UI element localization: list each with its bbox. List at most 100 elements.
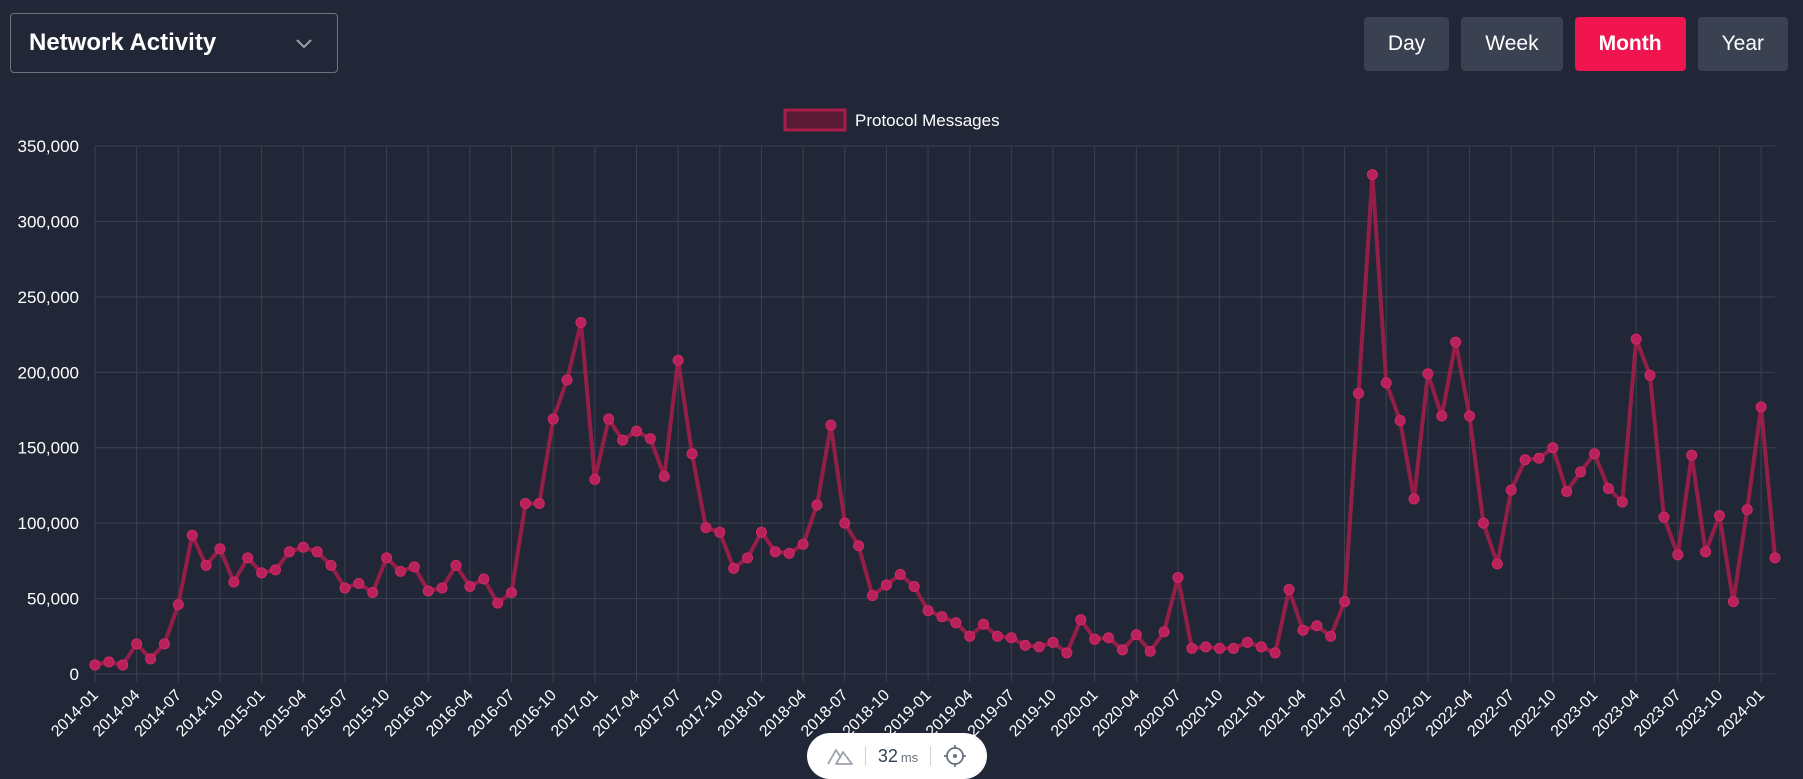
data-point	[1075, 614, 1087, 626]
data-point	[228, 576, 240, 588]
data-point	[1366, 169, 1378, 181]
data-point	[158, 638, 170, 650]
data-point	[964, 630, 976, 642]
data-point	[1491, 558, 1503, 570]
data-point	[1575, 466, 1587, 478]
legend-swatch	[783, 108, 847, 132]
data-point	[894, 568, 906, 580]
y-tick-label: 250,000	[18, 288, 79, 307]
data-point	[1283, 584, 1295, 596]
data-point	[214, 543, 226, 555]
data-point	[561, 374, 573, 386]
data-point	[755, 526, 767, 538]
data-point	[644, 433, 656, 445]
data-point	[1589, 448, 1601, 460]
data-point	[1533, 452, 1545, 464]
range-week-button[interactable]: Week	[1461, 17, 1563, 71]
data-point	[742, 552, 754, 564]
data-point	[1005, 632, 1017, 644]
data-point	[630, 425, 642, 437]
data-point	[922, 605, 934, 617]
data-point	[325, 559, 337, 571]
data-point	[1172, 571, 1184, 583]
perf-value: 32	[877, 745, 898, 766]
data-point	[1519, 454, 1531, 466]
perf-divider	[930, 746, 932, 766]
data-point	[1686, 449, 1698, 461]
data-point	[103, 656, 115, 668]
data-point	[1380, 377, 1392, 389]
data-point	[700, 522, 712, 534]
legend-label: Protocol Messages	[855, 111, 1000, 130]
data-point	[1255, 641, 1267, 653]
data-point	[283, 546, 295, 558]
data-point	[603, 413, 615, 425]
range-year-button[interactable]: Year	[1697, 17, 1788, 71]
data-point	[1561, 485, 1573, 497]
data-point	[186, 529, 198, 541]
data-point	[1130, 629, 1142, 641]
series-line-protocol-messages	[94, 172, 1777, 667]
data-point	[867, 590, 879, 602]
time-range-selector: Day Week Month Year	[1363, 17, 1788, 71]
data-point	[1436, 410, 1448, 422]
data-point	[1477, 517, 1489, 529]
data-point	[1214, 642, 1226, 654]
crosshair-icon[interactable]	[943, 744, 967, 768]
data-point	[1186, 642, 1198, 654]
data-point	[200, 559, 212, 571]
data-point	[1408, 493, 1420, 505]
data-point	[839, 517, 851, 529]
data-point	[311, 546, 323, 558]
data-point	[1033, 641, 1045, 653]
y-tick-label: 350,000	[18, 137, 79, 156]
data-point	[1311, 620, 1323, 632]
range-day-button[interactable]: Day	[1363, 17, 1450, 71]
data-point	[256, 567, 268, 579]
dropdown-label: Network Activity	[29, 29, 217, 56]
performance-indicator: 32 ms	[807, 733, 987, 779]
data-point	[1644, 369, 1656, 381]
data-point	[242, 552, 254, 564]
data-point	[1297, 624, 1309, 636]
chevron-down-icon	[296, 39, 312, 49]
data-point	[367, 587, 379, 599]
data-point	[769, 546, 781, 558]
data-point	[575, 317, 587, 329]
data-point	[728, 562, 740, 574]
data-point	[436, 582, 448, 594]
data-point	[1103, 632, 1115, 644]
data-point	[1547, 442, 1559, 454]
data-point	[172, 599, 184, 611]
data-point	[908, 581, 920, 593]
perf-readout: 32 ms	[878, 746, 918, 767]
data-point	[714, 526, 726, 538]
data-point	[811, 499, 823, 511]
data-point	[589, 473, 601, 485]
data-point	[1700, 546, 1712, 558]
nuxt-devtools-icon[interactable]	[827, 746, 853, 766]
data-point	[1616, 496, 1628, 508]
x-tick-label: 2024-01	[1714, 687, 1768, 741]
network-activity-chart: 0 50,000 100,000 150,000 200,000 250,000 300,0…	[18, 108, 1781, 741]
data-point	[825, 419, 837, 431]
perf-unit: ms	[900, 749, 919, 765]
data-point	[297, 541, 309, 553]
data-point	[1228, 642, 1240, 654]
data-point	[464, 581, 476, 593]
y-tick-label: 300,000	[18, 212, 79, 231]
data-point	[381, 552, 393, 564]
data-point	[519, 498, 531, 510]
y-tick-label: 100,000	[18, 514, 79, 533]
data-point	[117, 659, 129, 671]
data-point	[269, 564, 281, 576]
data-point	[1755, 401, 1767, 413]
data-point	[408, 561, 420, 573]
dataset-dropdown[interactable]: Network Activity	[10, 13, 338, 73]
data-point	[1602, 482, 1614, 494]
data-point	[1269, 647, 1281, 659]
data-point	[1116, 644, 1128, 656]
data-point	[1505, 484, 1517, 496]
data-point	[547, 413, 559, 425]
range-month-button[interactable]: Month	[1574, 17, 1686, 71]
